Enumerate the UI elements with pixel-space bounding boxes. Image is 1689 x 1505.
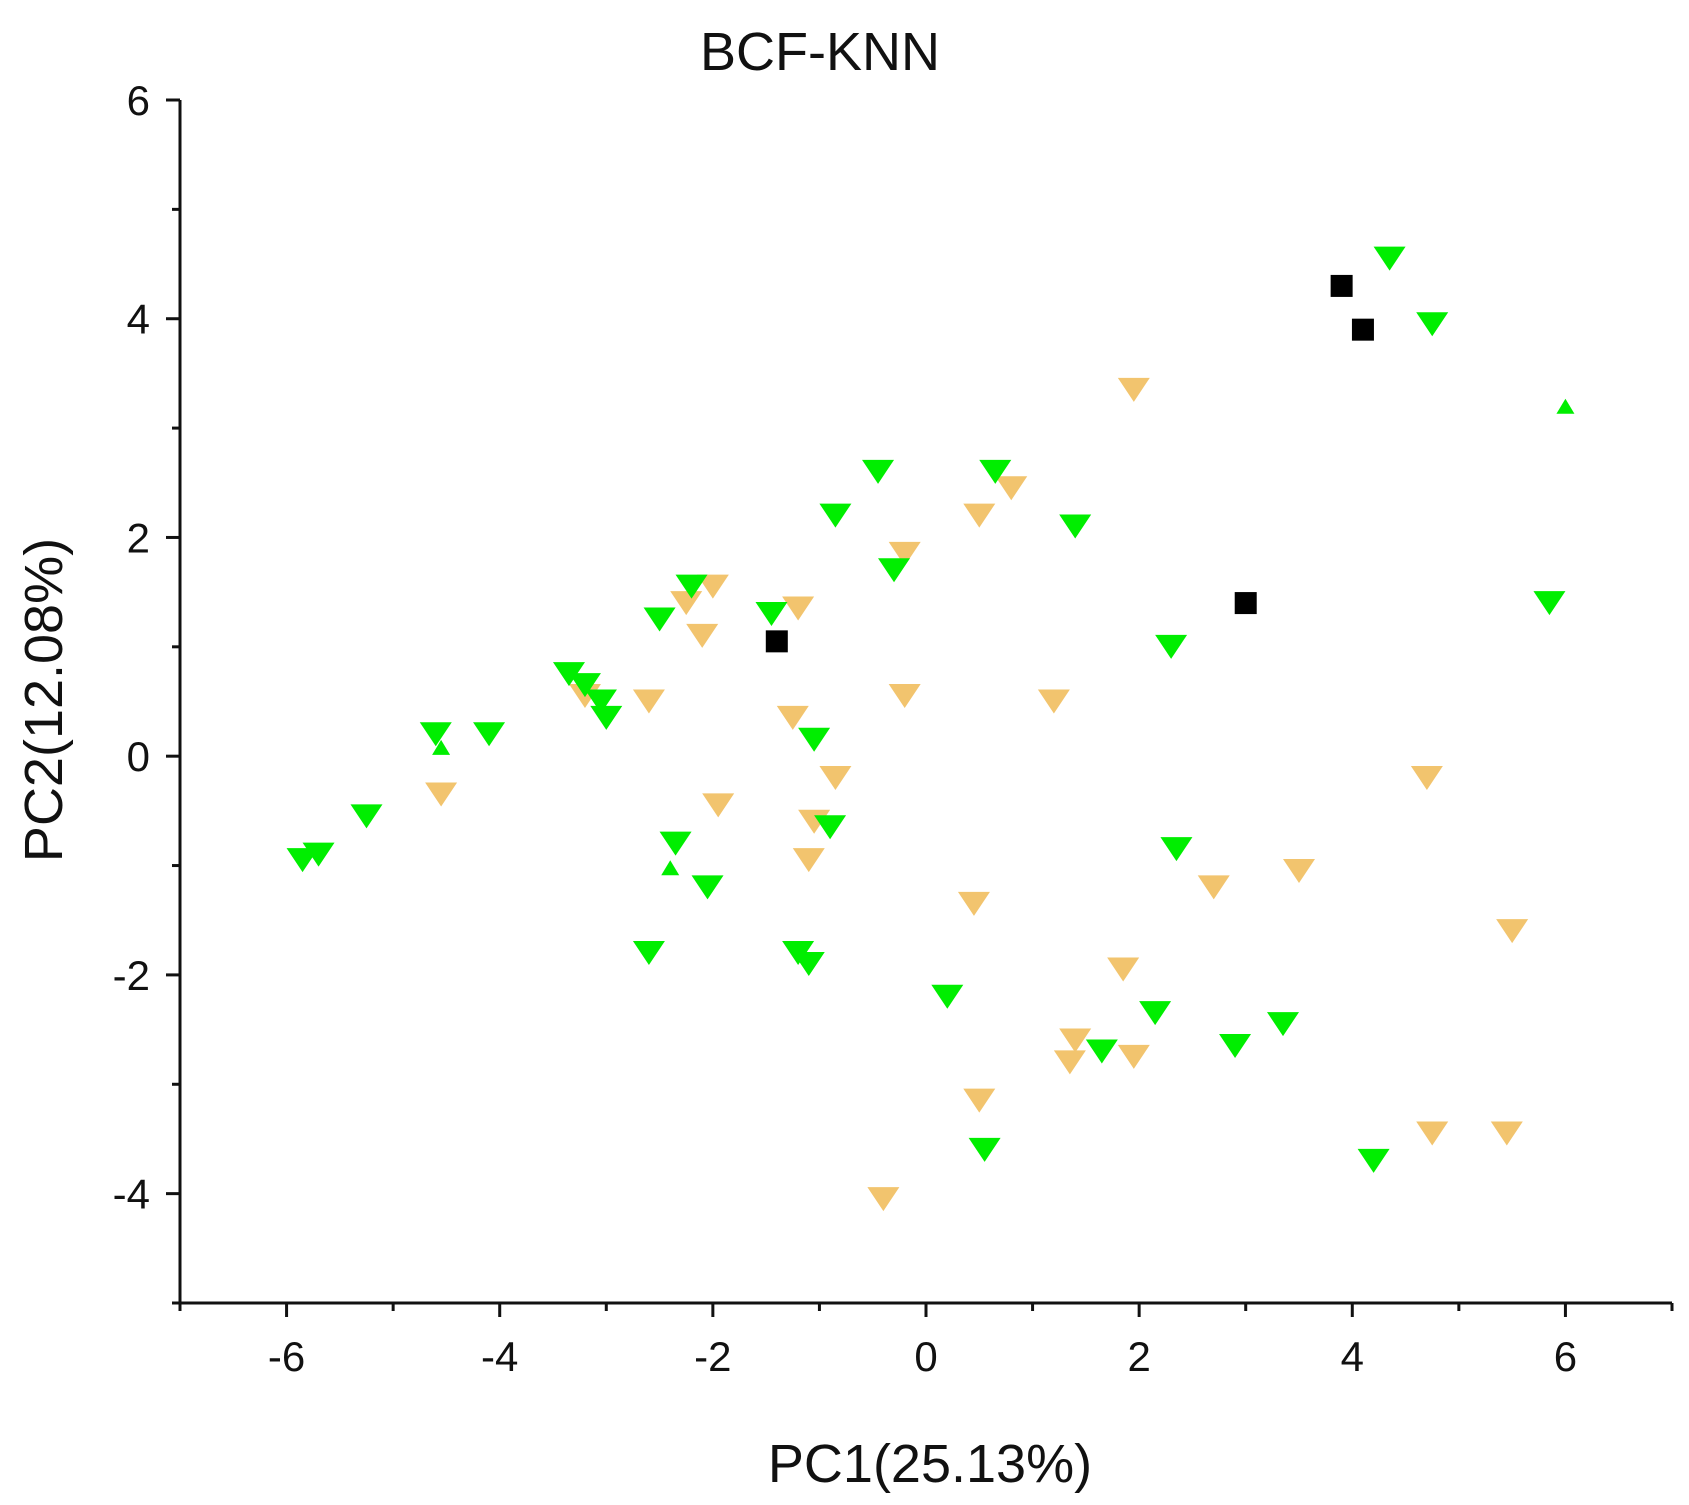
data-point-triangle-down bbox=[1267, 1012, 1300, 1037]
data-point-triangle-down bbox=[867, 1187, 900, 1212]
data-point-triangle-down bbox=[878, 558, 911, 583]
x-tick-label: 2 bbox=[1127, 1333, 1150, 1380]
data-point-triangle-down bbox=[963, 503, 996, 528]
y-axis-title: PC2(12.08%) bbox=[14, 538, 74, 862]
data-point-triangle-down bbox=[1496, 919, 1529, 944]
x-tick-label: -4 bbox=[481, 1333, 518, 1380]
data-point-square bbox=[1234, 592, 1257, 615]
data-point-triangle-down bbox=[888, 684, 921, 709]
data-point-triangle-down bbox=[1107, 957, 1140, 982]
axes: -6 -4 -2 0 2 4 6 -4 -2 0 2 4 6 bbox=[113, 77, 1674, 1380]
data-point-triangle-down bbox=[792, 951, 825, 976]
y-tick-label: 6 bbox=[127, 77, 150, 124]
x-tick-label: 0 bbox=[914, 1333, 937, 1380]
data-point-triangle-down bbox=[963, 1088, 996, 1113]
data-point-square bbox=[1351, 318, 1374, 341]
data-point-triangle-down bbox=[350, 804, 383, 829]
data-point-triangle-down bbox=[1059, 514, 1092, 539]
data-point-triangle-down bbox=[670, 591, 703, 616]
data-point-triangle-down bbox=[1155, 634, 1188, 659]
data-point-triangle-down bbox=[1490, 1121, 1523, 1146]
data-point-triangle-down bbox=[419, 722, 452, 747]
data-point-triangle-down bbox=[888, 541, 921, 566]
data-point-triangle-down bbox=[1416, 1121, 1449, 1146]
data-point-triangle-down bbox=[798, 727, 831, 752]
data-point-triangle-down bbox=[568, 673, 601, 698]
x-axis-title: PC1(25.13%) bbox=[768, 1434, 1092, 1494]
data-point-triangle-down bbox=[302, 842, 335, 867]
data-point-triangle-down bbox=[792, 848, 825, 873]
data-point-triangle-down bbox=[1037, 689, 1070, 714]
data-point-triangle-down bbox=[1160, 837, 1193, 862]
data-point-triangle-down bbox=[1410, 766, 1443, 791]
data-point-triangle-down bbox=[1139, 1001, 1172, 1026]
data-point-triangle-down bbox=[473, 722, 506, 747]
data-point-triangle-down bbox=[776, 705, 809, 730]
data-point-triangle-down bbox=[632, 941, 665, 966]
data-point-triangle-down bbox=[584, 689, 617, 714]
data-point-triangle-down bbox=[675, 574, 708, 599]
data-point-triangle-down bbox=[425, 782, 458, 807]
data-point-triangle-down bbox=[979, 459, 1012, 484]
data-point-triangle-down bbox=[814, 815, 847, 840]
data-point-triangle-down bbox=[819, 503, 852, 528]
series-green-down-triangles bbox=[286, 246, 1566, 1173]
data-point-triangle-down bbox=[643, 607, 676, 632]
data-point-triangle-down bbox=[702, 793, 735, 818]
x-tick-label: 4 bbox=[1341, 1333, 1364, 1380]
data-point-triangle-down bbox=[1533, 591, 1566, 616]
data-point-triangle-down bbox=[819, 766, 852, 791]
series-black-squares bbox=[765, 274, 1374, 653]
data-point-triangle-up bbox=[1556, 398, 1575, 414]
x-tick-label: -2 bbox=[694, 1333, 731, 1380]
data-point-triangle-down bbox=[1283, 859, 1315, 884]
data-point-triangle-down bbox=[590, 705, 623, 730]
data-point-triangle-up bbox=[432, 739, 451, 755]
x-tick-label: 6 bbox=[1554, 1333, 1577, 1380]
x-tick-label: -6 bbox=[268, 1333, 305, 1380]
data-point-triangle-down bbox=[632, 689, 665, 714]
data-point-triangle-down bbox=[1117, 1044, 1150, 1069]
data-point-triangle-down bbox=[862, 459, 895, 484]
data-point-triangle-down bbox=[696, 574, 729, 599]
data-point-triangle-down bbox=[1197, 875, 1230, 900]
y-tick-label: -4 bbox=[113, 1171, 150, 1218]
data-point-triangle-down bbox=[659, 831, 692, 856]
data-point-triangle-down bbox=[1117, 377, 1150, 402]
data-point-triangle-up bbox=[661, 860, 680, 876]
y-tick-label: 4 bbox=[127, 296, 150, 343]
data-point-triangle-down bbox=[686, 623, 719, 648]
data-point-square bbox=[1330, 274, 1353, 297]
chart-title: BCF-KNN bbox=[700, 22, 940, 82]
data-point-triangle-down bbox=[552, 662, 585, 687]
y-tick-label: 0 bbox=[127, 733, 150, 780]
data-point-triangle-down bbox=[691, 875, 724, 900]
data-point-triangle-down bbox=[1053, 1050, 1086, 1075]
series-orange-down-triangles bbox=[425, 377, 1529, 1212]
data-point-triangle-down bbox=[1416, 312, 1449, 337]
data-point-triangle-down bbox=[1085, 1039, 1118, 1064]
y-tick-label: 2 bbox=[127, 514, 150, 561]
data-point-triangle-down bbox=[1219, 1033, 1252, 1058]
data-point-triangle-down bbox=[782, 596, 815, 621]
data-point-triangle-down bbox=[1357, 1148, 1390, 1173]
data-point-triangle-down bbox=[968, 1137, 1001, 1162]
y-tick-label: -2 bbox=[113, 952, 150, 999]
data-point-triangle-down bbox=[1059, 1028, 1092, 1053]
series-green-up-triangles bbox=[432, 398, 1575, 876]
data-point-triangle-down bbox=[995, 476, 1028, 501]
data-point-triangle-down bbox=[1373, 246, 1406, 271]
data-point-square bbox=[765, 630, 788, 653]
data-marks bbox=[286, 246, 1575, 1212]
data-point-triangle-down bbox=[957, 891, 990, 916]
data-point-triangle-down bbox=[755, 602, 788, 627]
data-point-triangle-down bbox=[931, 984, 964, 1009]
ticks: -6 -4 -2 0 2 4 6 -4 -2 0 2 4 6 bbox=[113, 77, 1674, 1380]
